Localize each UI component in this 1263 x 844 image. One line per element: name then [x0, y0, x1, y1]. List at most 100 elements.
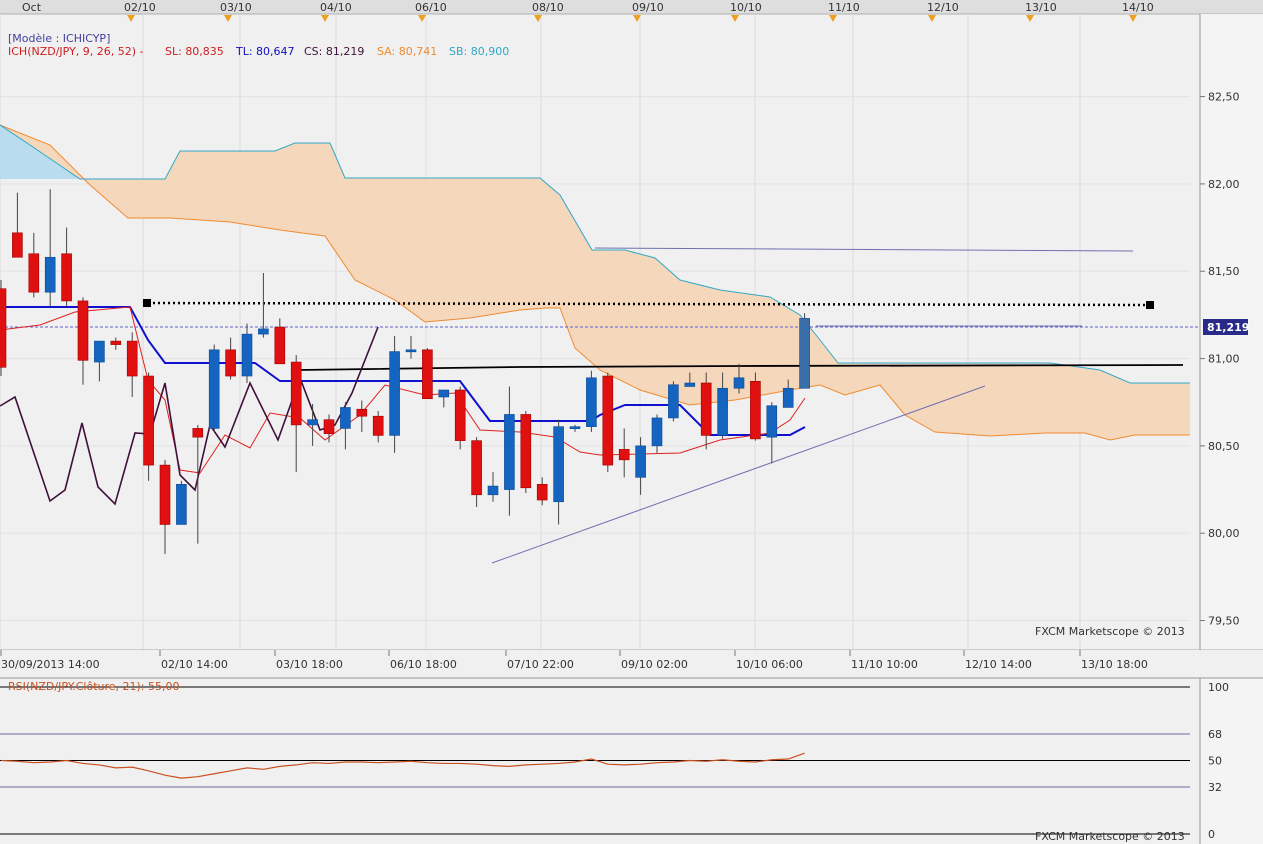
candle-body	[733, 377, 745, 389]
candle-body	[143, 375, 154, 466]
candle-body	[717, 387, 728, 436]
legend-sb: SB: 80,900	[449, 45, 509, 58]
senkou-span-b-line	[0, 124, 1190, 384]
candle-body	[356, 408, 368, 417]
candle-body	[782, 387, 794, 408]
date-marker-icon	[321, 15, 329, 22]
candle-body	[750, 380, 761, 440]
candle-body	[405, 349, 417, 353]
candle-body	[159, 464, 171, 525]
date-marker-icon	[1026, 15, 1034, 22]
legend-sl: SL: 80,835	[165, 45, 224, 58]
candle-body	[258, 328, 269, 335]
top-date-label: 08/10	[532, 1, 564, 14]
candle-body	[110, 340, 122, 345]
candle-body	[684, 382, 696, 387]
dotted-level-line	[147, 301, 1151, 307]
candle-body	[208, 349, 220, 429]
candle-body	[471, 440, 482, 496]
candle-body	[77, 300, 89, 361]
kijun-sen-line	[0, 306, 806, 436]
rsi-watermark: FXCM Marketscope © 2013	[1035, 830, 1185, 843]
candle-body	[569, 426, 581, 429]
date-tick-label: 30/09/2013 14:00	[1, 658, 100, 671]
candle-body	[323, 419, 335, 434]
candle-body	[766, 405, 778, 438]
candle-body	[94, 340, 105, 363]
candle-body	[61, 253, 72, 302]
candle-body	[536, 484, 548, 501]
candle-body	[126, 340, 138, 377]
candle-body	[44, 256, 56, 293]
price-tick-label: 80,50	[1208, 440, 1240, 453]
current-price-label: 81,219	[1207, 321, 1249, 334]
candle-body	[389, 351, 400, 436]
date-marker-icon	[1129, 15, 1137, 22]
top-date-label: 06/10	[415, 1, 447, 14]
candle-body	[602, 375, 614, 466]
top-date-label: 04/10	[320, 1, 352, 14]
date-tick-label: 06/10 18:00	[390, 658, 457, 671]
level-handle-right	[1146, 301, 1154, 309]
date-tick-label: 03/10 18:00	[276, 658, 343, 671]
legend-ichimoku-name: ICH(NZD/JPY, 9, 26, 52) -	[8, 45, 144, 58]
horizontal-support-line	[297, 364, 1184, 371]
top-date-label: 02/10	[124, 1, 156, 14]
rsi-tick-label: 50	[1208, 755, 1222, 768]
top-date-label: 09/10	[632, 1, 664, 14]
date-marker-icon	[534, 15, 542, 22]
top-date-label: 11/10	[828, 1, 860, 14]
candle-body	[668, 384, 679, 419]
legend-tl: TL: 80,647	[235, 45, 295, 58]
candle-body	[192, 428, 204, 438]
price-tick-label: 82,50	[1208, 91, 1240, 104]
rsi-tick-label: 0	[1208, 828, 1215, 841]
date-tick-label: 13/10 18:00	[1081, 658, 1148, 671]
candle-body	[618, 449, 630, 461]
ichimoku-cloud	[0, 125, 1190, 440]
date-tick-label: 09/10 02:00	[621, 658, 688, 671]
candle-body	[307, 419, 318, 426]
candle-body	[274, 326, 286, 365]
date-marker-icon	[928, 15, 936, 22]
date-marker-icon	[127, 15, 135, 22]
candle-body	[176, 484, 187, 525]
date-marker-icon	[418, 15, 426, 22]
candle-body	[520, 414, 532, 489]
top-date-label: 03/10	[220, 1, 252, 14]
rsi-tick-label: 68	[1208, 728, 1222, 741]
rsi-line	[0, 752, 805, 779]
candle-body	[454, 389, 466, 441]
date-tick-label: 07/10 22:00	[507, 658, 574, 671]
top-date-label: Oct	[22, 1, 42, 14]
candle-body	[504, 414, 515, 490]
candle-body	[0, 288, 7, 368]
candle-body	[340, 407, 351, 429]
candle-body	[241, 333, 253, 377]
top-date-label: 10/10	[730, 1, 762, 14]
candle-body	[799, 318, 810, 389]
current-price-badge	[1203, 319, 1248, 335]
top-date-bar	[0, 0, 1263, 14]
date-tick-label: 02/10 14:00	[161, 658, 228, 671]
candle-body	[290, 361, 302, 426]
candle-body	[651, 417, 663, 447]
horizontal-trend-line	[594, 247, 1134, 252]
candle-body	[635, 445, 646, 478]
price-tick-label: 81,00	[1208, 353, 1240, 366]
chikou-span-line	[0, 326, 379, 506]
price-tick-label: 82,00	[1208, 178, 1240, 191]
price-tick-label: 79,50	[1208, 615, 1240, 628]
candle-body	[700, 382, 712, 436]
date-tick-label: 11/10 10:00	[851, 658, 918, 671]
watermark: FXCM Marketscope © 2013	[1035, 625, 1185, 638]
model-label: [Modèle : ICHICYP]	[8, 32, 110, 45]
date-marker-icon	[829, 15, 837, 22]
candle-body	[487, 485, 499, 496]
legend-cs: CS: 81,219	[304, 45, 364, 58]
top-date-label: 12/10	[927, 1, 959, 14]
date-tick-label: 10/10 06:00	[736, 658, 803, 671]
top-date-label: 14/10	[1122, 1, 1154, 14]
